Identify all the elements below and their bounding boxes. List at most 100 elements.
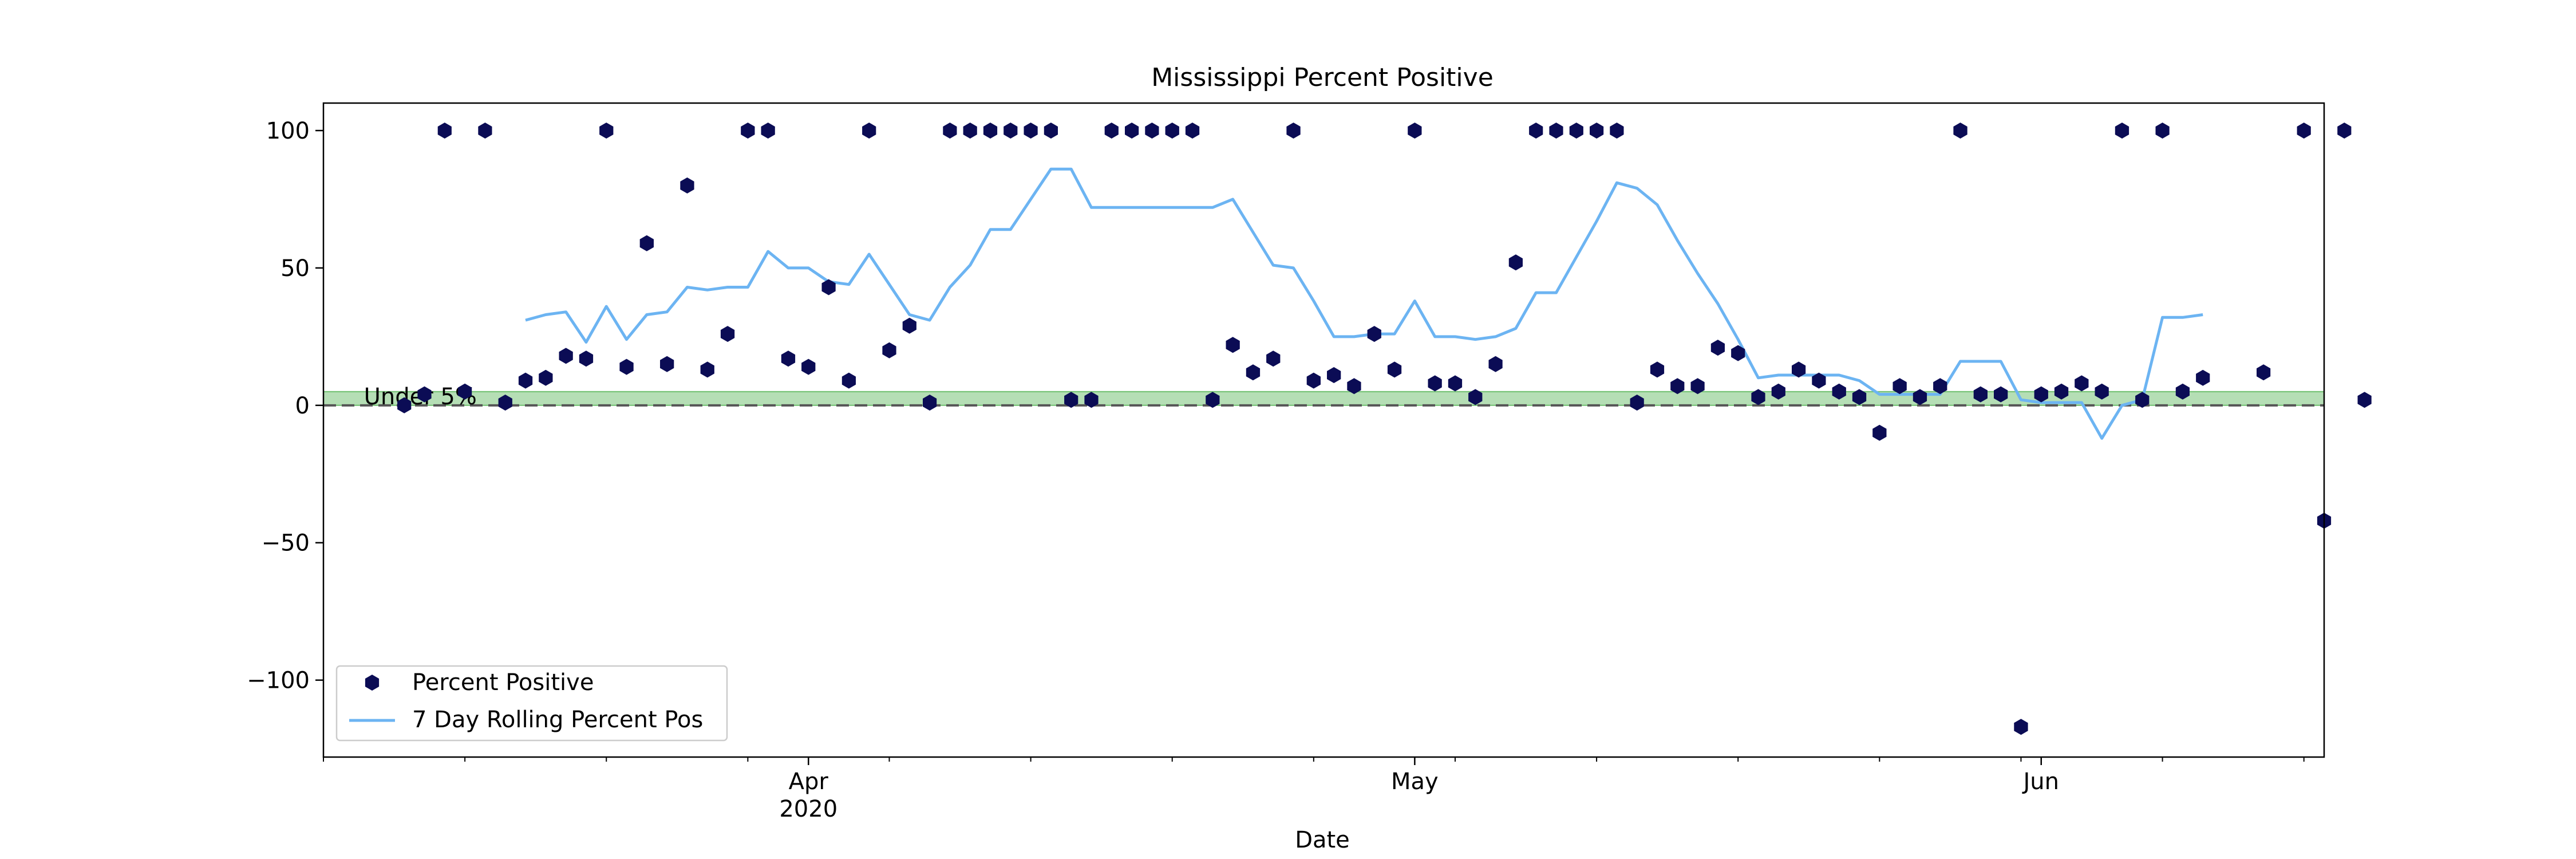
data-point — [2075, 375, 2089, 392]
data-point — [539, 369, 553, 386]
data-point — [1994, 386, 2008, 403]
data-point — [579, 350, 594, 367]
data-point — [1893, 378, 1907, 395]
data-point — [1387, 361, 1402, 378]
data-point — [1812, 372, 1826, 389]
y-tick-label: 50 — [280, 255, 310, 282]
data-point — [397, 397, 412, 413]
data-point — [1670, 378, 1685, 395]
data-point — [983, 123, 998, 139]
data-point — [1549, 123, 1563, 139]
data-point — [458, 383, 472, 400]
data-point — [1690, 378, 1705, 395]
data-point — [1771, 383, 1785, 400]
data-point — [943, 123, 957, 139]
data-point — [1408, 123, 1422, 139]
data-point — [518, 372, 533, 389]
data-point — [1428, 375, 1442, 392]
data-point — [2034, 386, 2048, 403]
chart-title: Mississippi Percent Positive — [1151, 63, 1494, 92]
data-point — [2135, 392, 2150, 408]
y-tick-label: 100 — [266, 118, 310, 144]
data-point — [1630, 395, 1644, 411]
y-axis: 100 50 0 −50 −100 — [247, 118, 323, 694]
data-point — [963, 123, 977, 139]
y-tick-label: −50 — [262, 530, 310, 557]
data-point — [902, 317, 916, 334]
data-point — [1185, 123, 1200, 139]
data-point — [821, 279, 836, 295]
data-point — [1792, 361, 1806, 378]
data-point — [862, 123, 876, 139]
data-point — [1650, 361, 1665, 378]
data-point — [1488, 356, 1503, 372]
data-point — [1044, 123, 1058, 139]
data-point — [1590, 123, 1604, 139]
data-point — [1306, 372, 1321, 389]
data-point — [1933, 378, 1947, 395]
x-tick-sublabel: 2020 — [779, 796, 837, 822]
data-point — [923, 395, 937, 411]
data-point — [1913, 389, 1927, 405]
data-point — [761, 123, 775, 139]
legend: Percent Positive 7 Day Rolling Percent P… — [335, 665, 728, 742]
data-point — [639, 235, 654, 251]
data-point — [1448, 375, 1463, 392]
data-point — [1731, 345, 1745, 361]
legend-label-rolling: 7 Day Rolling Percent Pos — [412, 707, 703, 733]
data-point — [1710, 340, 1725, 356]
percent-positive-points — [397, 123, 2372, 735]
data-point — [1973, 386, 1988, 403]
data-point — [1084, 392, 1099, 408]
x-tick-label: Jun — [2022, 769, 2060, 795]
data-point — [2095, 383, 2109, 400]
data-point — [1751, 389, 1765, 405]
data-point — [498, 395, 512, 411]
data-point — [1206, 392, 1220, 408]
under-5-band — [323, 391, 2325, 406]
data-point — [478, 123, 492, 139]
data-point — [599, 123, 614, 139]
data-point — [2297, 123, 2311, 139]
data-point — [882, 342, 896, 358]
data-point — [660, 356, 674, 372]
data-point — [1327, 367, 1341, 383]
data-point — [619, 358, 634, 375]
data-point — [1569, 123, 1583, 139]
legend-label-percent-positive: Percent Positive — [412, 669, 594, 696]
data-point — [1246, 364, 1261, 381]
data-point — [2175, 383, 2190, 400]
data-point — [1610, 123, 1624, 139]
data-point — [437, 123, 452, 139]
data-point — [1367, 326, 1381, 342]
data-point — [841, 372, 856, 389]
data-point — [2115, 123, 2129, 139]
data-point — [720, 326, 735, 342]
data-point — [1852, 389, 1867, 405]
data-point — [1347, 378, 1361, 395]
data-point — [1468, 389, 1483, 405]
y-tick-label: 0 — [295, 393, 310, 419]
data-point — [2155, 123, 2170, 139]
data-point — [781, 350, 796, 367]
data-point — [1064, 392, 1078, 408]
data-point — [1529, 123, 1543, 139]
x-tick-label: May — [1391, 769, 1439, 795]
data-point — [1953, 123, 1967, 139]
data-point — [2357, 392, 2372, 408]
x-tick-label: Apr — [789, 769, 829, 795]
data-point — [2257, 364, 2271, 381]
data-point — [1508, 254, 1523, 271]
data-point — [1832, 383, 1846, 400]
data-point — [417, 386, 432, 403]
data-point — [2014, 719, 2028, 735]
data-point — [1104, 123, 1119, 139]
data-point — [801, 358, 816, 375]
plot-frame — [322, 102, 2325, 758]
data-point — [2337, 123, 2352, 139]
data-point — [2054, 383, 2069, 400]
x-axis-label: Date — [1295, 827, 1350, 853]
data-point — [559, 348, 573, 364]
